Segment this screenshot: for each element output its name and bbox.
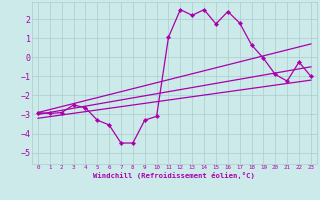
X-axis label: Windchill (Refroidissement éolien,°C): Windchill (Refroidissement éolien,°C): [93, 172, 255, 179]
